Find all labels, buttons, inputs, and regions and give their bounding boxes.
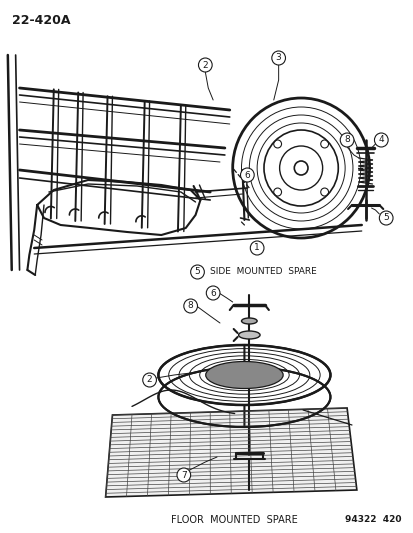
Text: 94322  420: 94322 420 <box>344 515 401 524</box>
Text: 7: 7 <box>180 471 186 480</box>
Text: 5: 5 <box>382 214 388 222</box>
Text: 1: 1 <box>254 244 259 253</box>
Text: 6: 6 <box>210 288 216 297</box>
Ellipse shape <box>205 361 282 389</box>
Text: 22-420A: 22-420A <box>12 14 70 27</box>
Circle shape <box>142 373 156 387</box>
Text: 6: 6 <box>244 171 249 180</box>
Circle shape <box>198 58 211 72</box>
Circle shape <box>206 286 219 300</box>
Text: 3: 3 <box>275 53 281 62</box>
Circle shape <box>378 211 392 225</box>
Ellipse shape <box>238 331 259 339</box>
Circle shape <box>240 168 254 182</box>
Text: 8: 8 <box>343 135 349 144</box>
Text: 8: 8 <box>188 302 193 311</box>
Circle shape <box>176 468 190 482</box>
Circle shape <box>190 265 204 279</box>
Circle shape <box>374 133 387 147</box>
Circle shape <box>271 51 285 65</box>
Text: 5: 5 <box>194 268 200 277</box>
Circle shape <box>183 299 197 313</box>
Text: 2: 2 <box>147 376 152 384</box>
Text: 4: 4 <box>377 135 383 144</box>
Circle shape <box>250 241 263 255</box>
Text: FLOOR  MOUNTED  SPARE: FLOOR MOUNTED SPARE <box>171 515 297 525</box>
Polygon shape <box>105 408 356 497</box>
Ellipse shape <box>241 318 256 324</box>
Circle shape <box>339 133 353 147</box>
Text: 2: 2 <box>202 61 208 69</box>
Text: SIDE  MOUNTED  SPARE: SIDE MOUNTED SPARE <box>210 268 316 277</box>
